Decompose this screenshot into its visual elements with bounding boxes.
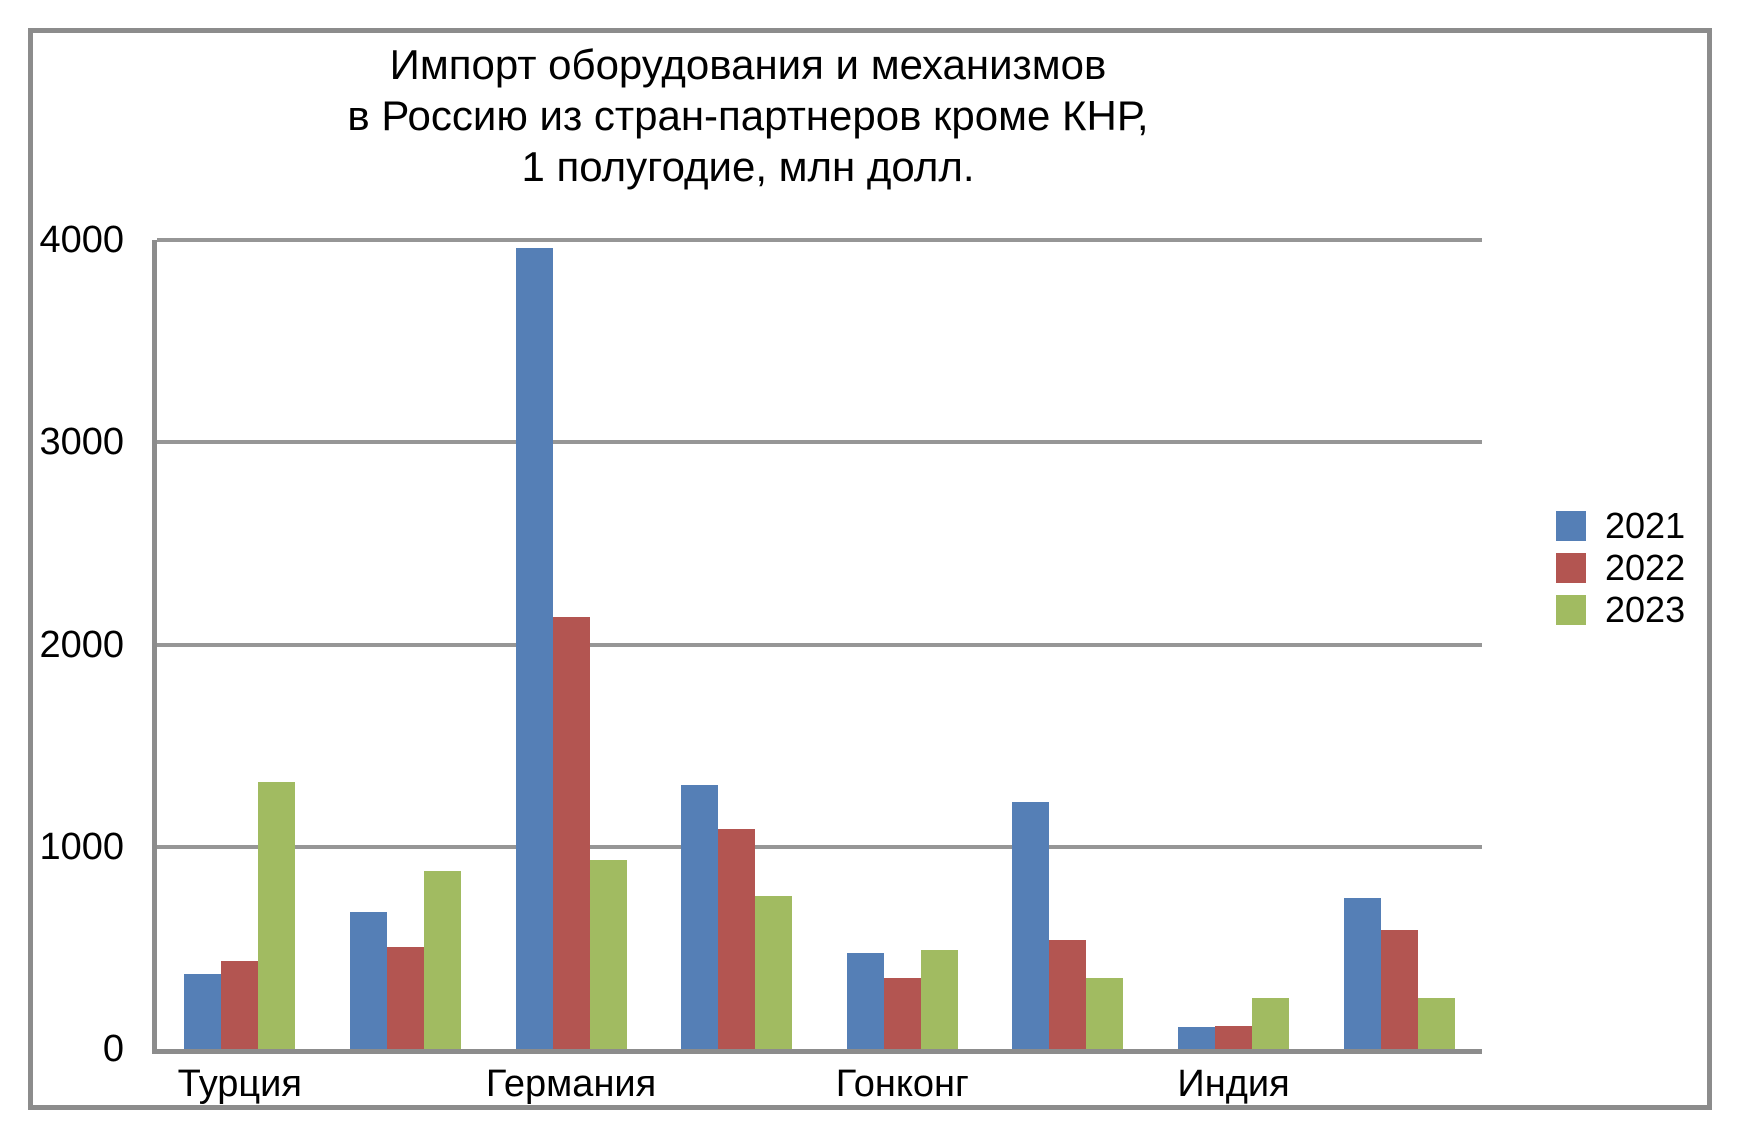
bar-2021-group4 <box>681 785 719 1049</box>
x-category-label-Германия: Германия <box>485 1063 657 1105</box>
bar-2021-group2 <box>349 912 387 1049</box>
legend-label-2022: 2022 <box>1605 547 1686 588</box>
legend-label-2021: 2021 <box>1605 505 1686 546</box>
bar-2023-group1-Турция <box>258 782 296 1049</box>
bar-2023-group2 <box>423 871 461 1049</box>
bar-2023-group8 <box>1417 998 1455 1049</box>
plot-area: 0 1000 2000 3000 4000 Турция Германия Гонконг И… <box>39 221 1482 1105</box>
bar-2021-group6 <box>1012 802 1050 1049</box>
bar-2022-group2 <box>386 946 424 1049</box>
bar-2022-group6 <box>1049 939 1087 1049</box>
bar-2022-group4 <box>718 828 756 1049</box>
y-tick-label-4000: 4000 <box>39 219 124 261</box>
bar-2023-group7-Индия <box>1252 998 1290 1049</box>
bar-2022-group7-Индия <box>1215 1025 1253 1049</box>
gridline-4000 <box>157 238 1482 242</box>
legend-row-2023: 2023 <box>1556 589 1685 631</box>
legend-swatch-2023 <box>1556 595 1586 625</box>
legend: 2021 2022 2023 <box>1556 505 1685 631</box>
bar-2021-group5-Гонконг <box>846 952 884 1049</box>
chart-figure: Импорт оборудования и механизмов в Росси… <box>28 28 1712 1110</box>
legend-row-2021: 2021 <box>1556 505 1685 547</box>
bar-2022-group1-Турция <box>221 961 259 1049</box>
bar-2021-group1-Турция <box>184 974 222 1049</box>
gridline-2000 <box>157 642 1482 647</box>
x-category-label-Индия: Индия <box>1177 1063 1290 1105</box>
bar-2021-group7-Индия <box>1178 1026 1216 1049</box>
bar-2022-group5-Гонконг <box>883 978 921 1049</box>
bar-2023-group3-Германия <box>589 859 627 1049</box>
chart-title-line-2: в Россию из стран-партнеров кроме КНР, <box>347 92 1149 139</box>
bar-2021-group3-Германия <box>515 248 553 1049</box>
bar-2023-group5-Гонконг <box>920 949 958 1049</box>
bar-2023-group4 <box>755 896 793 1049</box>
chart-title: Импорт оборудования и механизмов в Росси… <box>83 39 1413 192</box>
x-category-label-Гонконг: Гонконг <box>835 1063 969 1105</box>
gridline-1000 <box>157 844 1482 849</box>
y-tick-label-2000: 2000 <box>39 623 124 666</box>
y-tick-label-1000: 1000 <box>39 825 124 868</box>
y-tick-label-0: 0 <box>102 1028 124 1070</box>
bar-2021-group8 <box>1343 898 1381 1049</box>
gridline-3000 <box>157 440 1482 445</box>
legend-swatch-2021 <box>1556 511 1586 541</box>
legend-swatch-2022 <box>1556 553 1586 583</box>
legend-row-2022: 2022 <box>1556 547 1685 589</box>
bar-2022-group3-Германия <box>552 617 590 1049</box>
bar-2022-group8 <box>1380 929 1418 1049</box>
chart-title-line-1: Импорт оборудования и механизмов <box>389 41 1107 88</box>
chart-title-line-3: 1 полугодие, млн долл. <box>521 143 975 190</box>
legend-label-2023: 2023 <box>1605 589 1686 630</box>
y-tick-label-3000: 3000 <box>39 421 124 464</box>
x-category-label-Турция: Турция <box>177 1063 302 1105</box>
bar-2023-group6 <box>1086 978 1124 1049</box>
